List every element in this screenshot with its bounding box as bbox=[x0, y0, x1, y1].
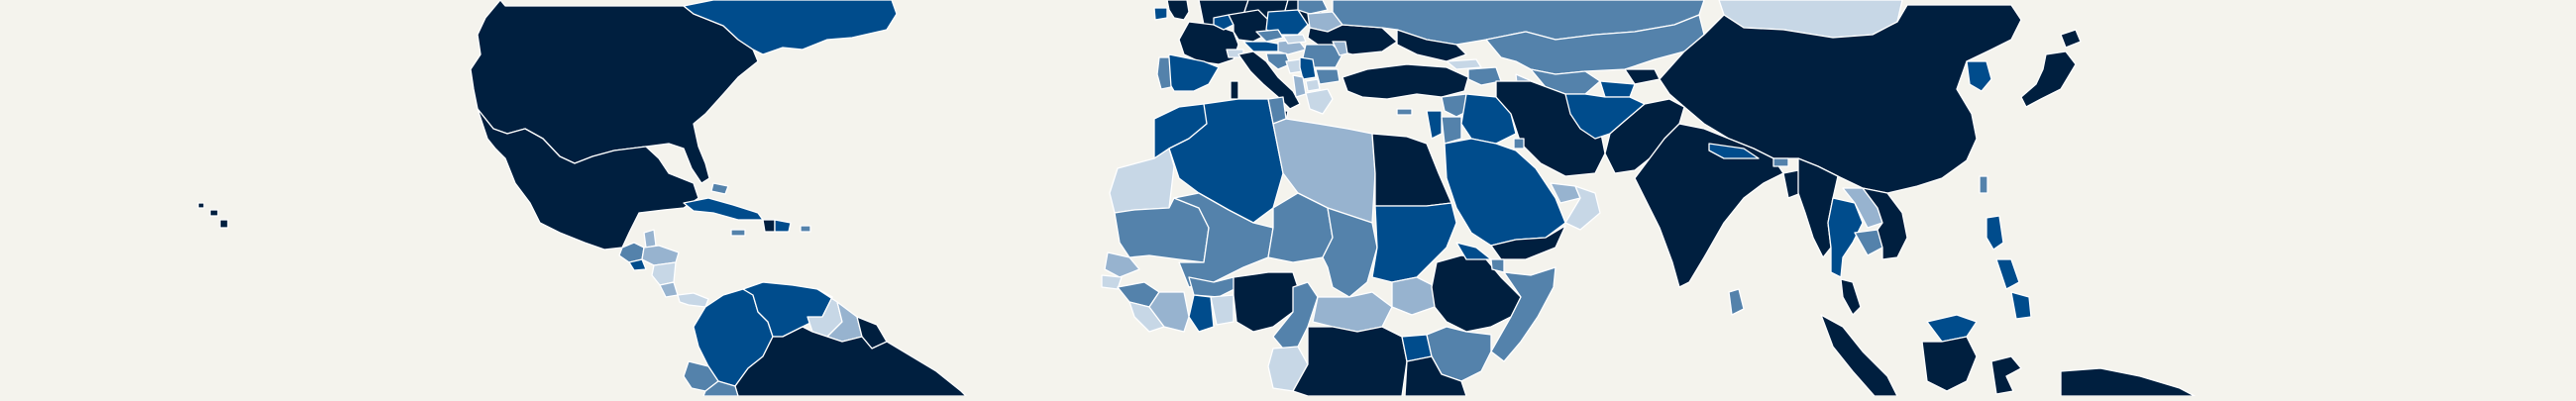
region-hawaii[interactable] bbox=[197, 202, 229, 229]
region-sierra-leone-liberia[interactable] bbox=[1128, 301, 1165, 333]
region-saudi-arabia[interactable] bbox=[1444, 138, 1566, 247]
region-puerto-rico[interactable] bbox=[800, 225, 811, 233]
region-philippines[interactable] bbox=[1986, 215, 2032, 320]
region-japan[interactable] bbox=[2020, 29, 2082, 108]
region-belize[interactable] bbox=[643, 229, 657, 249]
region-dr-congo[interactable] bbox=[1292, 326, 1408, 397]
region-georgia[interactable] bbox=[1446, 58, 1482, 70]
region-north-macedonia[interactable] bbox=[1305, 78, 1321, 92]
region-italy[interactable] bbox=[1237, 50, 1301, 110]
region-jordan[interactable] bbox=[1441, 116, 1462, 145]
region-belgium-netherlands[interactable] bbox=[1213, 14, 1234, 31]
region-somalia[interactable] bbox=[1490, 266, 1556, 362]
region-malaysia-peninsula[interactable] bbox=[1840, 278, 1862, 316]
region-libya[interactable] bbox=[1272, 118, 1376, 224]
region-uk[interactable] bbox=[1166, 0, 1190, 21]
region-baltics[interactable] bbox=[1297, 0, 1329, 15]
region-borneo-malaysia[interactable] bbox=[1926, 314, 1978, 343]
region-mexico[interactable] bbox=[477, 108, 699, 251]
region-moldova[interactable] bbox=[1332, 41, 1348, 56]
region-portugal[interactable] bbox=[1156, 56, 1172, 90]
region-india[interactable] bbox=[1634, 123, 1784, 288]
region-ireland[interactable] bbox=[1153, 7, 1168, 21]
region-cote-divoire[interactable] bbox=[1148, 291, 1190, 333]
region-russia-south[interactable] bbox=[1396, 29, 1467, 62]
region-peru[interactable] bbox=[702, 380, 739, 397]
region-haiti[interactable] bbox=[762, 219, 776, 233]
region-czech-republic[interactable] bbox=[1255, 29, 1284, 43]
region-turkey[interactable] bbox=[1342, 63, 1469, 100]
region-slovakia[interactable] bbox=[1282, 34, 1307, 45]
region-el-salvador[interactable] bbox=[628, 258, 647, 271]
region-gambia-guinea-bissau[interactable] bbox=[1101, 274, 1123, 290]
region-sri-lanka[interactable] bbox=[1728, 288, 1745, 316]
region-sardinia[interactable] bbox=[1230, 80, 1239, 100]
region-vietnam[interactable] bbox=[1862, 187, 1908, 260]
region-thailand[interactable] bbox=[1827, 197, 1864, 278]
region-sudan[interactable] bbox=[1371, 202, 1457, 283]
region-senegal[interactable] bbox=[1104, 251, 1140, 278]
region-kuwait[interactable] bbox=[1513, 138, 1525, 150]
region-korea[interactable] bbox=[1966, 60, 1992, 92]
region-sulawesi[interactable] bbox=[1990, 355, 2022, 395]
region-chad[interactable] bbox=[1322, 207, 1378, 298]
region-bhutan[interactable] bbox=[1772, 157, 1789, 167]
region-dominican-republic[interactable] bbox=[774, 219, 792, 233]
region-jamaica[interactable] bbox=[730, 229, 746, 237]
region-lebanon-israel[interactable] bbox=[1426, 110, 1443, 140]
region-slovenia-croatia[interactable] bbox=[1265, 52, 1291, 70]
region-cyprus[interactable] bbox=[1396, 108, 1413, 116]
region-bulgaria[interactable] bbox=[1315, 68, 1341, 85]
region-mali[interactable] bbox=[1173, 192, 1274, 288]
region-greece[interactable] bbox=[1305, 88, 1334, 115]
region-ghana[interactable] bbox=[1188, 294, 1215, 333]
region-bahamas[interactable] bbox=[710, 182, 729, 195]
region-canada-east[interactable] bbox=[683, 0, 898, 55]
region-oman[interactable] bbox=[1564, 185, 1601, 231]
region-brazil[interactable] bbox=[734, 326, 967, 397]
region-borneo-indonesia[interactable] bbox=[1921, 336, 1978, 392]
region-yemen[interactable] bbox=[1490, 225, 1566, 260]
region-taiwan[interactable] bbox=[1979, 175, 1988, 194]
region-serbia[interactable] bbox=[1299, 56, 1317, 80]
region-tajikistan[interactable] bbox=[1599, 80, 1636, 98]
region-nigeria[interactable] bbox=[1233, 271, 1299, 333]
region-armenia-azerbaijan[interactable] bbox=[1467, 66, 1502, 86]
region-togo-benin[interactable] bbox=[1210, 294, 1234, 326]
region-nepal[interactable] bbox=[1708, 143, 1760, 159]
